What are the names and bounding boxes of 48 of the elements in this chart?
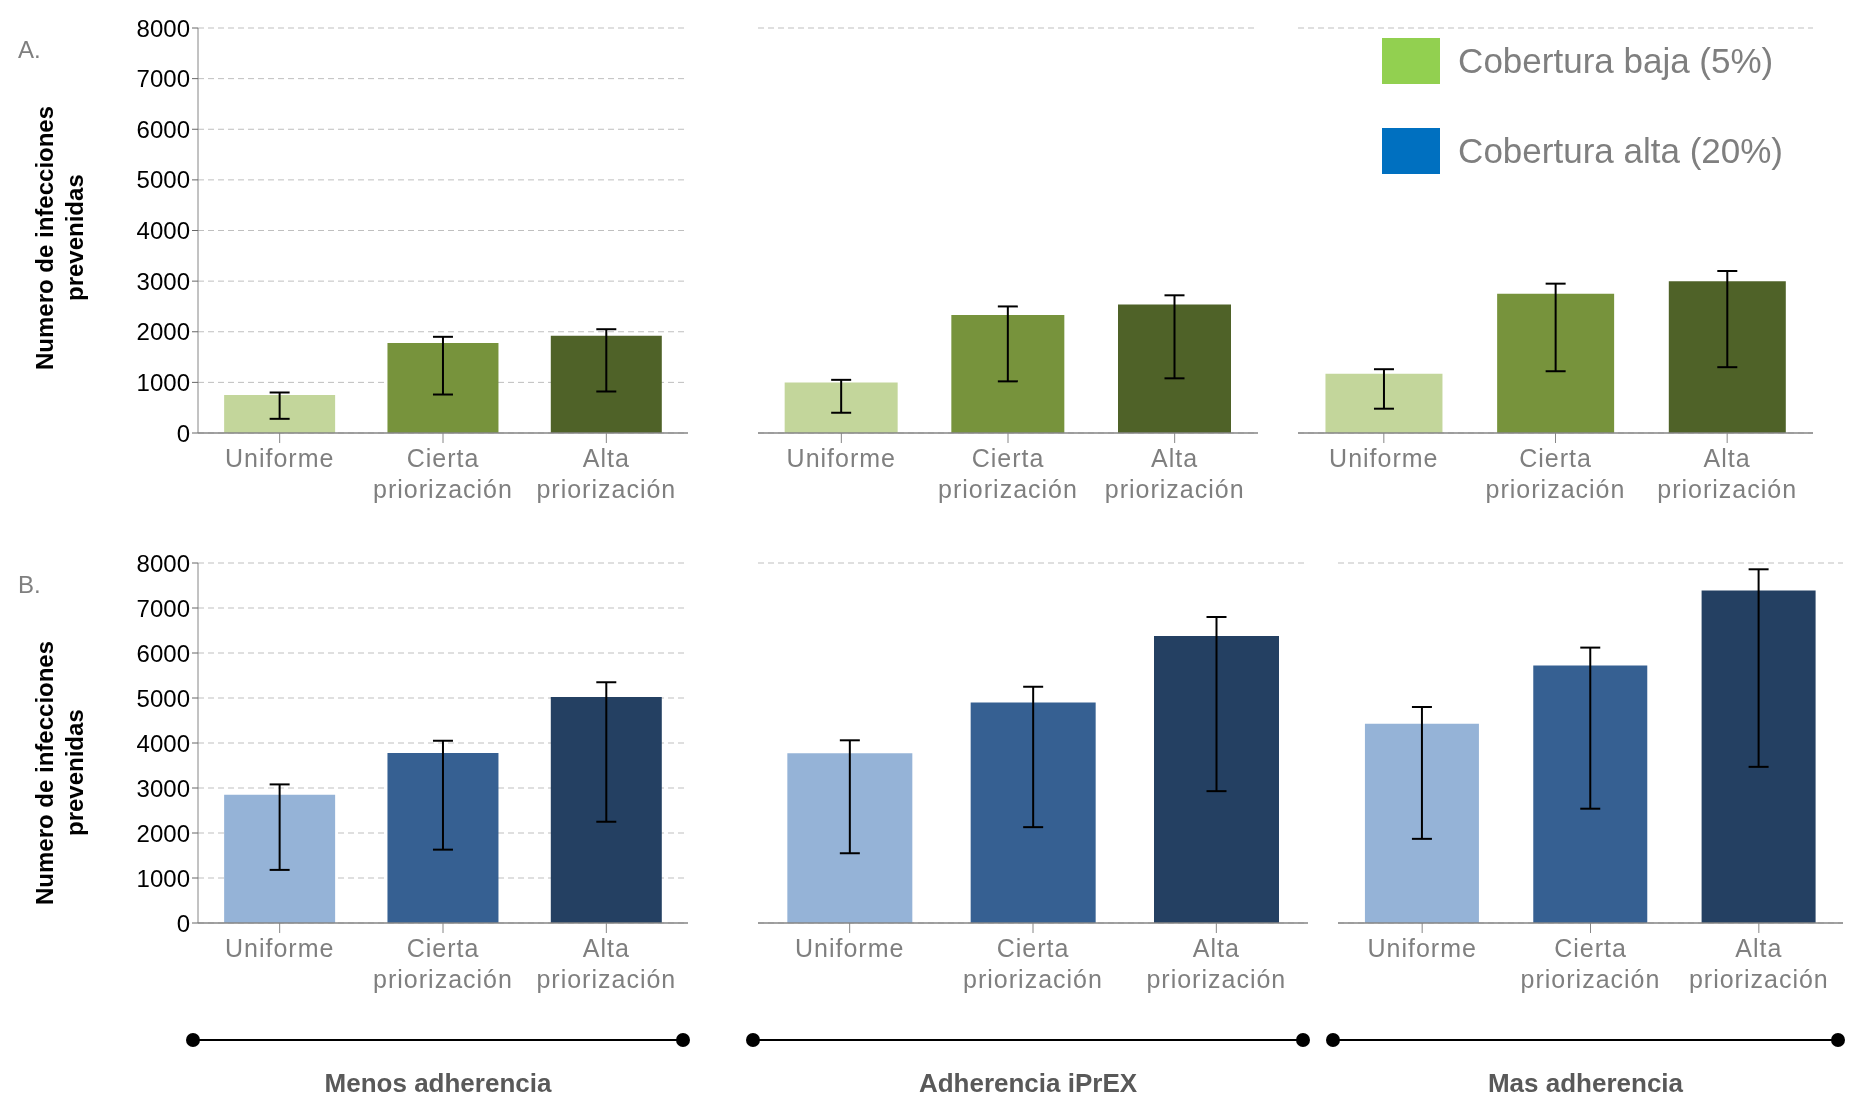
- x-tick-label: Uniforme: [794, 934, 905, 962]
- x-axis-title: Adherencia iPrEX: [918, 1068, 1138, 1099]
- x-tick-label: Cierta priorización: [938, 444, 1078, 503]
- y-tick-label: 8000: [136, 549, 190, 577]
- x-tick-label: Uniforme: [1367, 934, 1477, 962]
- y-tick-label: 6000: [136, 639, 190, 667]
- y-tick-label: 3000: [136, 267, 190, 295]
- y-tick-label: 2000: [136, 819, 190, 847]
- y-axis-title: Numero de infecciones prevenidas: [31, 640, 88, 906]
- x-tick-label: Alta priorización: [1104, 444, 1245, 503]
- y-tick-label: 7000: [136, 594, 190, 622]
- x-axis-title: Menos adherencia: [324, 1068, 552, 1099]
- text: Cobertura baja (5%): [1458, 41, 1774, 81]
- y-tick-label: 8000: [136, 14, 190, 42]
- x-tick-label: Cierta priorización: [373, 934, 513, 993]
- y-tick-label: 5000: [136, 166, 190, 194]
- y-tick-label: 4000: [136, 217, 190, 245]
- x-tick-label: Alta priorización: [1146, 934, 1287, 993]
- x-tick-label: Uniforme: [1329, 444, 1439, 472]
- y-tick-label: 0: [176, 419, 190, 447]
- y-tick-label: 7000: [136, 65, 190, 93]
- y-axis-title: Numero de infecciones prevenidas: [31, 105, 88, 371]
- x-tick-label: Uniforme: [224, 444, 335, 472]
- y-tick-label: 2000: [136, 318, 190, 346]
- text: A.: [18, 36, 41, 64]
- x-tick-label: Alta priorización: [536, 444, 677, 503]
- y-tick-label: 1000: [136, 864, 190, 892]
- text: B.: [18, 571, 41, 599]
- y-tick-label: 5000: [136, 684, 190, 712]
- x-tick-label: Uniforme: [224, 934, 335, 962]
- x-tick-label: Alta priorización: [1688, 934, 1829, 993]
- x-tick-label: Cierta priorización: [373, 444, 513, 503]
- x-tick-label: Cierta priorización: [1520, 934, 1661, 993]
- y-tick-label: 4000: [136, 729, 190, 757]
- y-tick-label: 0: [176, 909, 190, 937]
- x-tick-label: Alta priorización: [536, 934, 677, 993]
- y-tick-label: 6000: [136, 115, 190, 143]
- x-tick-label: Cierta priorización: [1485, 444, 1626, 503]
- y-tick-label: 3000: [136, 774, 190, 802]
- x-tick-label: Alta priorización: [1657, 444, 1798, 503]
- bar: [387, 752, 499, 923]
- bar: [224, 794, 336, 923]
- x-tick-label: Cierta priorización: [963, 934, 1103, 993]
- y-tick-label: 1000: [136, 368, 190, 396]
- text: Cobertura alta (20%): [1458, 131, 1783, 170]
- x-axis-title: Mas adherencia: [1487, 1068, 1684, 1099]
- bar: [550, 697, 662, 923]
- x-tick-label: Uniforme: [786, 444, 897, 472]
